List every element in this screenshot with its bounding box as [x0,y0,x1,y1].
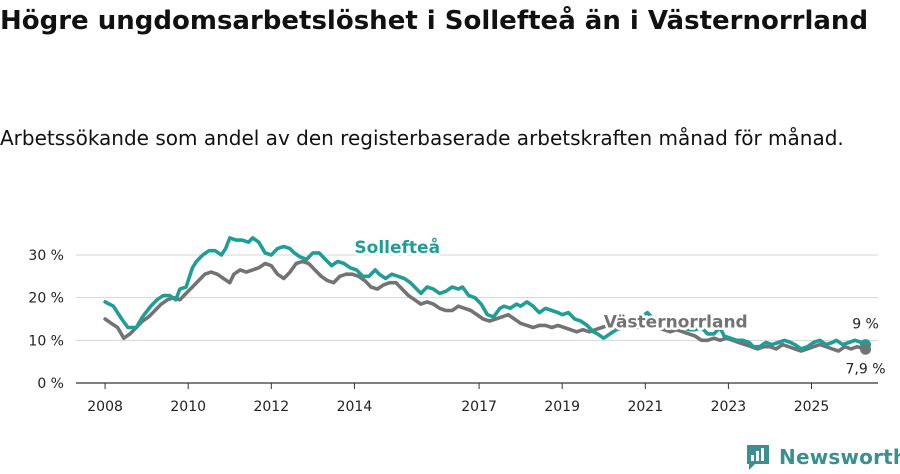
series-line-sollefte [103,236,868,351]
y-axis: 0 % 10 % 20 % 30 % [28,248,64,392]
y-tick-label: 10 % [28,333,64,349]
series-line-vasternorrland [103,259,868,353]
x-tick-label: 2023 [711,399,747,415]
x-tick-label: 2010 [170,399,206,415]
brand-name: Newsworthy [779,445,900,469]
chart-subtitle: Arbetssökande som andel av den registerb… [0,126,844,150]
newsworthy-logo-icon [747,445,769,470]
x-tick-label: 2017 [461,399,497,415]
series-label-vasternorrland: Västernorrland [604,313,748,333]
x-tick-label: 2021 [627,399,663,415]
x-tick-label: 2014 [337,399,373,415]
x-tick-label: 2008 [87,399,123,415]
newsworthy-brand: Newsworthy [745,442,900,472]
y-tick-label: 0 % [37,376,64,392]
x-tick-label: 2019 [544,399,580,415]
end-value-label-vasternorrland: 7,9 % [846,361,886,377]
series-labels: Sollefteå Västernorrland 9 % 7,9 % [352,233,886,377]
x-axis: 2008 2010 2012 2014 2017 2019 2021 2023 2025 [87,383,829,415]
y-tick-label: 20 % [28,291,64,307]
end-value-label-sollefte: 9 % [852,317,879,333]
y-tick-label: 30 % [28,248,64,264]
end-point-vasternorrland [860,343,872,355]
chart-title: Högre ungdomsarbetslöshet i Sollefteå än… [0,6,869,36]
series-label-sollefte: Sollefteå [354,236,440,258]
x-tick-label: 2012 [253,399,289,415]
series-lines [103,236,868,353]
x-tick-label: 2025 [794,399,830,415]
